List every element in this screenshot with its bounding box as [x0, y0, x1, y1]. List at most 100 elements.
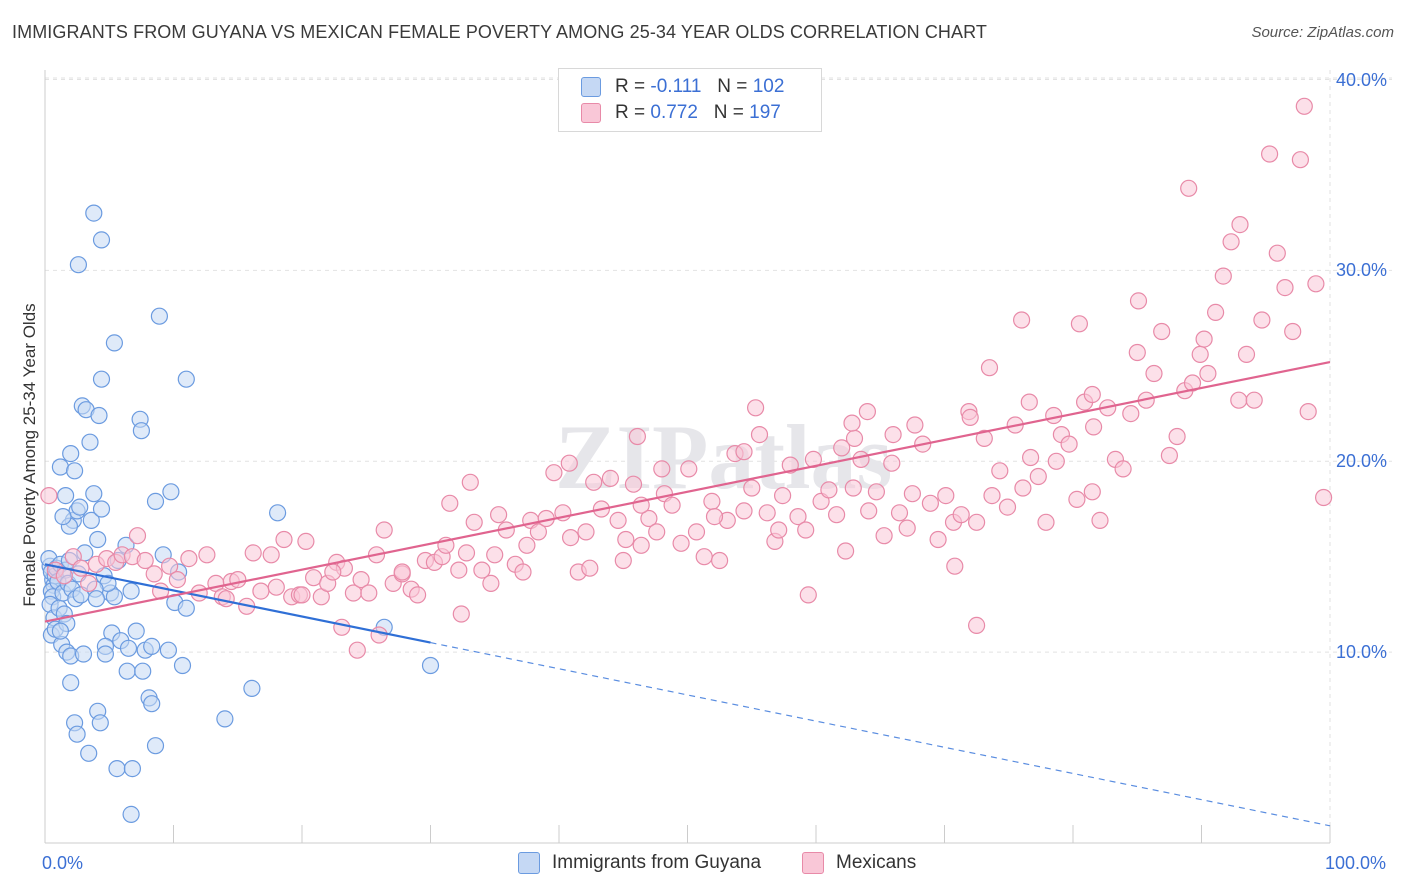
- mexicans-point: [833, 439, 851, 457]
- mexicans-point: [1291, 151, 1310, 169]
- mexicans-point: [473, 561, 491, 579]
- legend-swatch-mexicans: [581, 102, 601, 123]
- mexicans-point: [614, 551, 632, 570]
- mexicans-point: [653, 460, 671, 478]
- mexicans-point: [628, 427, 647, 446]
- mexicans-point: [921, 494, 940, 512]
- mexicans-point: [860, 502, 878, 520]
- legend-r-label: R =: [615, 76, 646, 97]
- mexicans-point: [781, 456, 799, 474]
- mexicans-point: [703, 492, 721, 510]
- mexicans-point: [198, 546, 216, 564]
- mexicans-point: [136, 551, 154, 570]
- mexicans-point: [852, 450, 870, 468]
- mexicans-point: [161, 557, 179, 575]
- mexicans-point: [267, 578, 285, 596]
- y-tick-label: 30.0%: [1336, 260, 1388, 281]
- mexicans-point: [375, 521, 393, 539]
- mexicans-point: [1284, 322, 1302, 341]
- y-tick-label: 40.0%: [1336, 69, 1388, 90]
- mexicans-point: [1237, 345, 1256, 363]
- guyana-point: [68, 725, 86, 743]
- mexicans-point: [1180, 179, 1198, 197]
- mexicans-point: [529, 523, 548, 541]
- mexicans-point: [1084, 418, 1103, 436]
- mexicans-point: [1260, 145, 1279, 163]
- guyana-point: [74, 645, 93, 663]
- mexicans-point: [952, 506, 970, 524]
- mexicans-point: [324, 563, 342, 581]
- watermark: ZIPatlas: [555, 406, 892, 508]
- mexicans-point: [360, 584, 378, 602]
- guyana-point: [134, 662, 152, 680]
- mexicans-point: [836, 542, 855, 560]
- mexicans-point: [695, 548, 713, 566]
- mexicans-point: [705, 507, 724, 526]
- mexicans-point: [180, 549, 198, 568]
- guyana-point: [71, 498, 89, 516]
- mexicans-point: [1045, 406, 1063, 425]
- mexicans-point: [461, 473, 479, 491]
- trend-line-mexicans: [44, 360, 1331, 623]
- mexicans-point: [561, 528, 580, 547]
- guyana-point: [421, 656, 440, 675]
- mexicans-point: [217, 590, 235, 608]
- mexicans-point: [867, 483, 886, 501]
- guyana-point: [118, 662, 136, 680]
- mexicans-point: [844, 479, 862, 497]
- mexicans-point: [980, 359, 999, 377]
- mexicans-point: [617, 530, 635, 549]
- mexicans-point: [672, 534, 690, 552]
- guyana-point: [243, 679, 261, 698]
- mexicans-point: [1020, 393, 1038, 411]
- bottom-legend-swatch-guyana: [518, 852, 540, 874]
- mexicans-point: [903, 485, 922, 503]
- guyana-point: [143, 637, 161, 656]
- mexicans-point: [482, 574, 500, 593]
- legend-n-mexicans: 197: [749, 102, 781, 123]
- guyana-point: [89, 530, 107, 549]
- mexicans-point: [168, 570, 186, 589]
- mexicans-point: [687, 523, 706, 541]
- mexicans-point: [906, 416, 924, 434]
- guyana-point: [92, 370, 111, 388]
- guyana-point: [122, 805, 140, 824]
- mexicans-point: [560, 454, 578, 472]
- mexicans-point: [799, 586, 817, 604]
- mexicans-point: [1091, 511, 1109, 530]
- mexicans-point: [967, 616, 986, 635]
- guyana-point: [65, 462, 84, 480]
- mexicans-point: [1276, 279, 1294, 297]
- mexicans-point: [1128, 343, 1146, 362]
- chart-source: Source: ZipAtlas.com: [1251, 24, 1394, 41]
- guyana-point: [108, 759, 126, 778]
- mexicans-point: [457, 544, 476, 562]
- guyana-point: [146, 492, 165, 510]
- mexicans-point: [1014, 479, 1032, 497]
- mexicans-point: [750, 426, 769, 444]
- mexicans-point: [929, 530, 947, 549]
- guyana-point: [92, 500, 111, 518]
- guyana-point: [90, 406, 108, 425]
- mexicans-point: [490, 506, 508, 524]
- mexicans-point: [1114, 460, 1132, 478]
- bottom-legend-mexicans: Mexicans: [802, 852, 916, 874]
- mexicans-point: [1230, 391, 1248, 409]
- mexicans-point: [680, 460, 698, 478]
- mexicans-point: [1245, 391, 1263, 409]
- mexicans-point: [1199, 364, 1217, 383]
- x-tick-label-min: 0.0%: [42, 853, 84, 873]
- bottom-legend-label-mexicans: Mexicans: [836, 852, 917, 874]
- mexicans-point: [884, 426, 902, 444]
- guyana-point: [177, 599, 195, 617]
- mexicans-point: [1253, 311, 1271, 329]
- mexicans-point: [275, 530, 293, 549]
- mexicans-point: [393, 563, 411, 581]
- mexicans-point: [1307, 275, 1325, 293]
- guyana-point: [123, 759, 141, 778]
- guyana-point: [173, 656, 192, 675]
- legend-n-label: N =: [713, 102, 744, 123]
- guyana-point: [216, 710, 234, 728]
- axis-layer: [44, 70, 1331, 844]
- mexicans-point: [758, 504, 776, 522]
